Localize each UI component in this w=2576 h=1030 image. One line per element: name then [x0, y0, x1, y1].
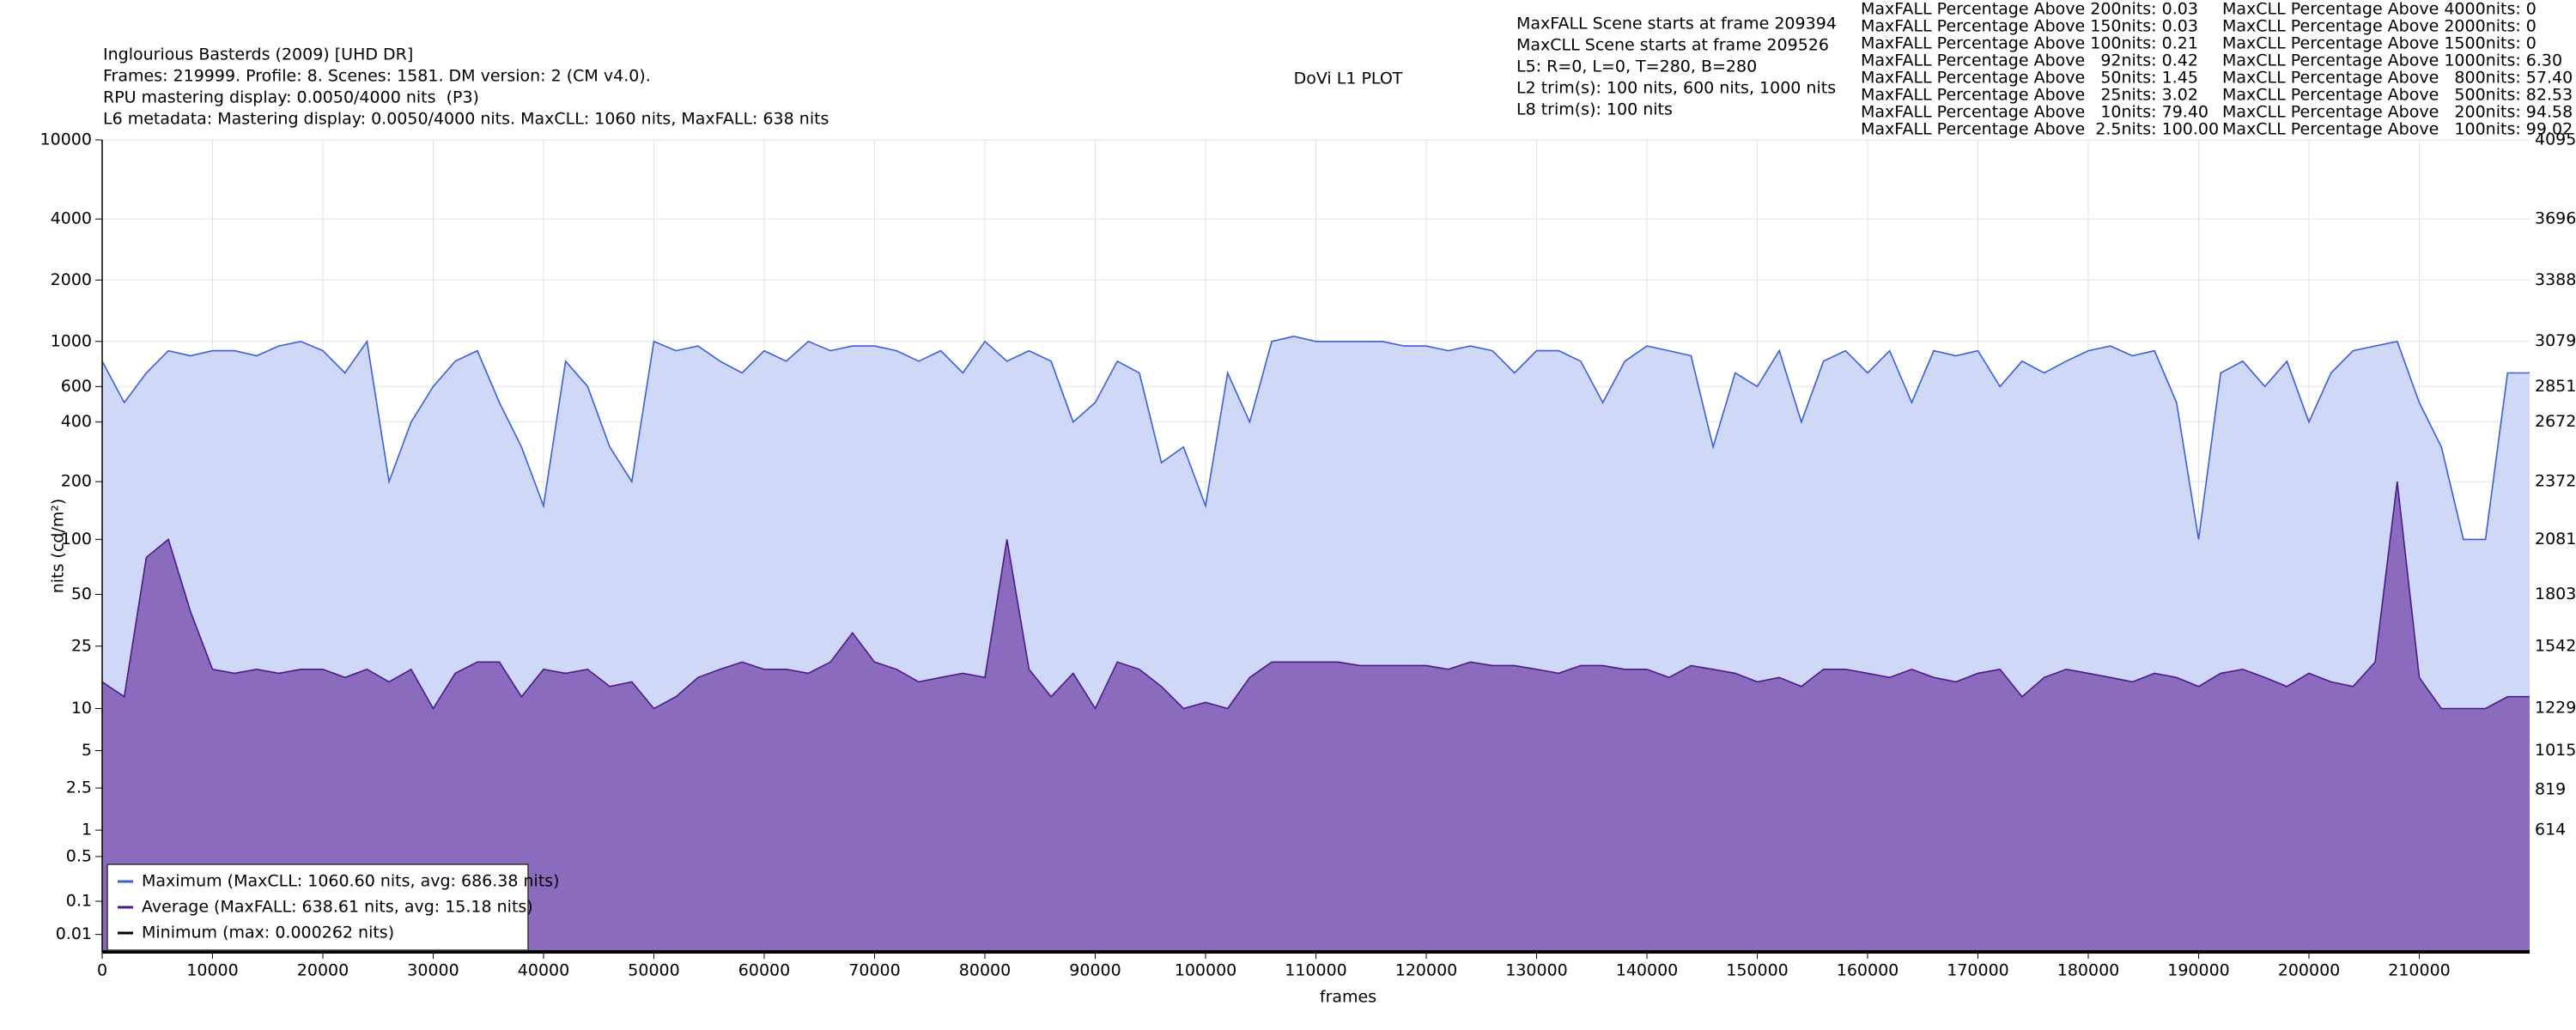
y2-tick-label: 2672: [2535, 412, 2576, 431]
x-axis-label: frames: [1320, 988, 1376, 1007]
y-axis-label: nits (cd/m²): [49, 499, 68, 594]
x-tick-label: 40000: [518, 961, 569, 980]
x-tick-label: 90000: [1069, 961, 1121, 980]
axes-layer: [95, 139, 2530, 959]
areas-layer: [102, 336, 2530, 952]
y2-tick-label: 1542: [2535, 636, 2576, 655]
y-tick-label: 4000: [51, 209, 92, 228]
y2-tick-label: 3696: [2535, 209, 2576, 228]
y-tick-label: 2000: [51, 270, 92, 289]
maxfall-percentage: MaxFALL Percentage Above 92nits: 0.42: [1861, 52, 2198, 70]
y-tick-label: 100: [61, 530, 92, 548]
y2-tick-label: 3079: [2535, 331, 2576, 350]
y-tick-label: 0.1: [66, 892, 92, 911]
x-tick-label: 190000: [2167, 961, 2230, 980]
series-line: [101, 335, 2530, 541]
scene-info-line: L5: R=0, L=0, T=280, B=280: [1516, 58, 1757, 76]
y2-tick-label: 3388: [2535, 270, 2576, 289]
y-tick-label: 1: [82, 821, 92, 839]
x-tick-label: 100000: [1175, 961, 1237, 980]
y2-tick-label: 819: [2535, 779, 2566, 798]
y-tick-label: 1000: [51, 331, 92, 350]
header-line: RPU mastering display: 0.0050/4000 nits …: [103, 88, 479, 107]
x-tick-label: 200000: [2278, 961, 2341, 980]
y-tick-label: 10000: [40, 130, 92, 149]
chart-title: DoVi L1 PLOT: [1294, 70, 1403, 88]
y2-tick-label: 1803: [2535, 585, 2576, 603]
series-line: [101, 482, 2530, 711]
y-tick-label: 400: [61, 412, 92, 431]
maxfall-percentage: MaxFALL Percentage Above 200nits: 0.03: [1861, 0, 2198, 19]
x-tick-label: 160000: [1837, 961, 1899, 980]
x-tick-label: 70000: [848, 961, 900, 980]
x-tick-label: 80000: [959, 961, 1011, 980]
x-tick-label: 150000: [1726, 961, 1789, 980]
header-line: Frames: 219999. Profile: 8. Scenes: 1581…: [103, 67, 651, 86]
maxfall-percentage: MaxFALL Percentage Above 150nits: 0.03: [1861, 17, 2198, 36]
maxfall-percentage: MaxFALL Percentage Above 25nits: 3.02: [1861, 86, 2198, 105]
maxcll-percentage: MaxCLL Percentage Above 2000nits: 0: [2222, 17, 2537, 36]
y2-tick-label: 4095: [2535, 130, 2576, 149]
x-tick-label: 170000: [1947, 961, 2009, 980]
x-tick-label: 130000: [1505, 961, 1568, 980]
scene-info-line: MaxFALL Scene starts at frame 209394: [1516, 15, 1837, 33]
x-tick-label: 30000: [407, 961, 459, 980]
maxcll-percentage: MaxCLL Percentage Above 100nits: 99.02: [2222, 120, 2573, 139]
maxfall-percentage: MaxFALL Percentage Above 100nits: 0.21: [1861, 34, 2198, 53]
maxfall-percentage: MaxFALL Percentage Above 2.5nits: 100.00: [1861, 120, 2219, 139]
y-tick-label: 10: [71, 699, 92, 718]
y-tick-label: 5: [82, 741, 92, 760]
y-tick-label: 0.5: [66, 846, 92, 865]
x-tick-label: 120000: [1395, 961, 1458, 980]
legend-label: Maximum (MaxCLL: 1060.60 nits, avg: 686.…: [142, 872, 560, 891]
scene-info-line: L8 trim(s): 100 nits: [1516, 100, 1673, 119]
y2-tick-label: 614: [2535, 821, 2566, 839]
y2-tick-label: 2372: [2535, 472, 2576, 491]
y-tick-label: 200: [61, 472, 92, 491]
scene-info-line: MaxCLL Scene starts at frame 209526: [1516, 36, 1829, 55]
labels-layer: Inglourious Basterds (2009) [UHD DR] Fram…: [40, 0, 2576, 980]
maxcll-percentage: MaxCLL Percentage Above 1500nits: 0: [2222, 34, 2537, 53]
y-tick-label: 50: [71, 585, 92, 603]
x-tick-label: 180000: [2057, 961, 2120, 980]
y-tick-label: 25: [71, 636, 92, 655]
x-tick-label: 210000: [2388, 961, 2451, 980]
y-tick-label: 2.5: [66, 779, 92, 797]
x-tick-label: 60000: [738, 961, 790, 980]
x-tick-label: 110000: [1285, 961, 1347, 980]
maxcll-percentage: MaxCLL Percentage Above 200nits: 94.58: [2222, 103, 2573, 122]
x-tick-label: 0: [97, 961, 107, 980]
y-tick-label: 600: [61, 377, 92, 396]
series-area: [102, 482, 2530, 952]
legend-box: [106, 863, 529, 951]
maxcll-percentage: MaxCLL Percentage Above 1000nits: 6.30: [2222, 52, 2562, 70]
x-tick-label: 10000: [186, 961, 238, 980]
header-line: Inglourious Basterds (2009) [UHD DR]: [103, 45, 413, 64]
y2-tick-label: 1015: [2535, 741, 2576, 760]
y2-tick-label: 1229: [2535, 699, 2576, 718]
maxcll-percentage: MaxCLL Percentage Above 4000nits: 0: [2222, 0, 2537, 19]
y-tick-label: 0.01: [56, 924, 92, 943]
maxcll-percentage: MaxCLL Percentage Above 500nits: 82.53: [2222, 86, 2573, 105]
x-tick-label: 50000: [628, 961, 679, 980]
legend-label: Minimum (max: 0.000262 nits): [142, 924, 394, 942]
x-tick-label: 140000: [1616, 961, 1679, 980]
scene-info-line: L2 trim(s): 100 nits, 600 nits, 1000 nit…: [1516, 79, 1836, 98]
maxfall-percentage: MaxFALL Percentage Above 50nits: 1.45: [1861, 69, 2198, 88]
legend-label: Average (MaxFALL: 638.61 nits, avg: 15.1…: [142, 898, 533, 917]
header-line: L6 metadata: Mastering display: 0.0050/4…: [103, 110, 829, 129]
x-tick-label: 20000: [297, 961, 349, 980]
maxcll-percentage: MaxCLL Percentage Above 800nits: 57.40: [2222, 69, 2573, 88]
maxfall-percentage: MaxFALL Percentage Above 10nits: 79.40: [1861, 103, 2208, 122]
y2-tick-label: 2851: [2535, 377, 2576, 396]
y2-tick-label: 2081: [2535, 530, 2576, 548]
